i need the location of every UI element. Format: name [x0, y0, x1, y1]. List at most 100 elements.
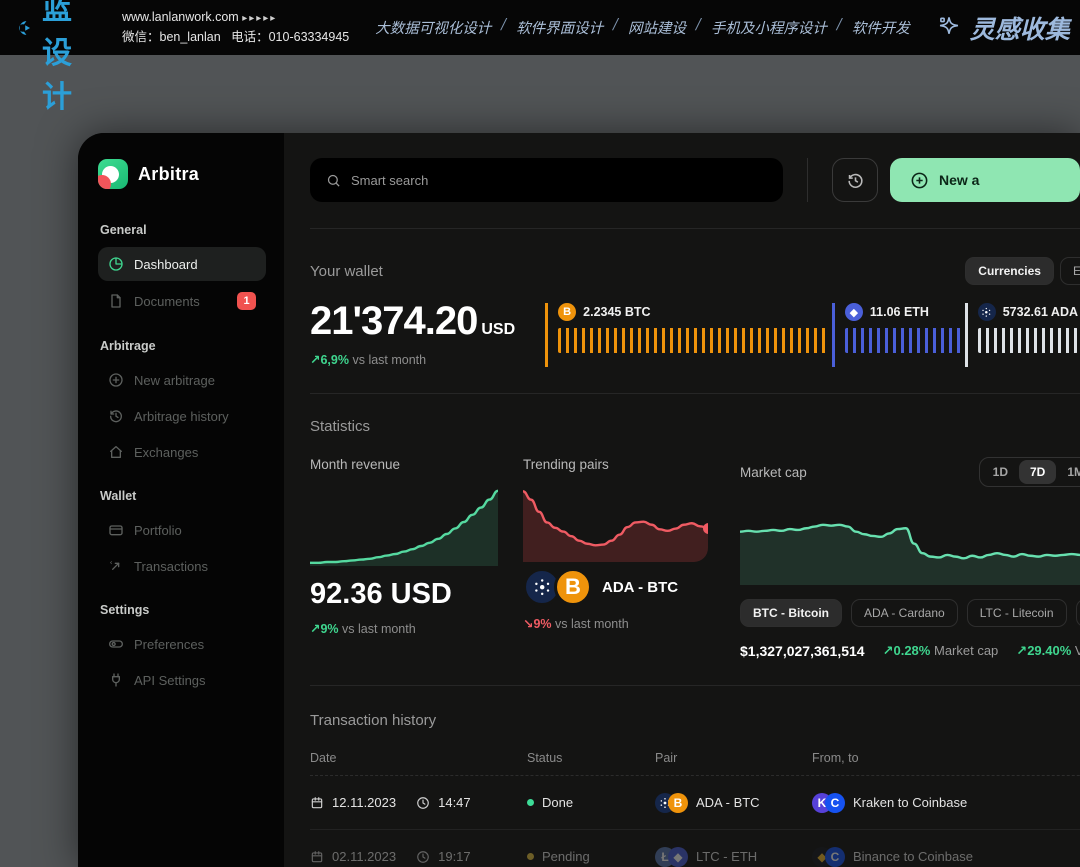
- month-revenue-trend: ↗9% vs last month: [310, 621, 523, 636]
- site-menu-item[interactable]: 网站建设: [628, 17, 686, 38]
- wallet-segment-ada: 5732.61 ADA: [965, 303, 1078, 367]
- lanlan-brand[interactable]: 蓝蓝设计: [18, 0, 96, 116]
- transactions-table: DateStatusPairFrom, to 12.11.202314:47 D…: [310, 751, 1080, 867]
- sidebar-item-label: New arbitrage: [134, 373, 215, 388]
- sidebar-item-dashboard[interactable]: Dashboard: [98, 247, 266, 281]
- column-header-pair: Pair: [655, 751, 812, 765]
- btc-coin-icon: B: [554, 568, 592, 606]
- btc-coin-icon: B: [558, 303, 576, 321]
- market-pill-eth[interactable]: ETH - Ethereu: [1076, 599, 1080, 627]
- sidebar-item-arbitrage-history[interactable]: Arbitrage history: [98, 399, 266, 433]
- plug-icon: [108, 672, 124, 688]
- range-button-7d[interactable]: 7D: [1019, 460, 1056, 484]
- market-cap-trend: ↗0.28% Market cap: [883, 643, 999, 659]
- statistics-section: Statistics Month revenue 92.36 USD ↗9% v…: [310, 418, 1080, 659]
- history-button[interactable]: [832, 158, 878, 202]
- sidebar: Arbitra General Dashboard Documents 1 Arbitr…: [78, 133, 284, 867]
- toggle-icon: [108, 636, 124, 652]
- history-icon: [846, 171, 865, 190]
- sidebar-item-api-settings[interactable]: API Settings: [98, 663, 266, 697]
- range-button-1d[interactable]: 1D: [982, 460, 1019, 484]
- sidebar-item-new-arbitrage[interactable]: New arbitrage: [98, 363, 266, 397]
- site-menu-item[interactable]: 手机及小程序设计: [711, 17, 827, 38]
- site-menu-item[interactable]: 软件开发: [852, 17, 910, 38]
- eth-coin-icon: ◆: [845, 303, 863, 321]
- site-menu: 大数据可视化设计/软件界面设计/网站建设/手机及小程序设计/软件开发: [375, 17, 910, 38]
- wallet-tab-currencies[interactable]: Currencies: [965, 257, 1054, 285]
- cell-date: 12.11.202314:47: [310, 795, 527, 810]
- cell-status: Done: [527, 795, 655, 810]
- column-header-from-to: From, to: [812, 751, 1070, 765]
- market-cap-title: Market cap: [740, 465, 807, 480]
- plus-circle-icon: [108, 372, 124, 388]
- transactions-section: Transaction history DateStatusPairFrom, …: [310, 712, 1080, 867]
- cell-pair: Ł◆LTC - ETH: [655, 847, 812, 867]
- document-icon: [108, 293, 124, 309]
- sidebar-item-label: Preferences: [134, 637, 204, 652]
- market-pill-ltc[interactable]: LTC - Litecoin: [967, 599, 1067, 627]
- wechat: 微信：ben_lanlan: [122, 30, 221, 44]
- wallet-segment-btc: B2.2345 BTC: [545, 303, 830, 367]
- sidebar-section-label: General: [100, 223, 266, 237]
- wallet-row: 21'374.20USD ↗6,9% vs last month B2.2345…: [310, 299, 1080, 367]
- market-pill-ada[interactable]: ADA - Cardano: [851, 599, 958, 627]
- arbitra-logo-icon: [98, 159, 128, 189]
- lanlan-logo-icon: [18, 9, 34, 47]
- segment-amount: 11.06 ETH: [870, 305, 929, 319]
- transaction-row[interactable]: 12.11.202314:47 Done BADA - BTC KCKraken…: [310, 776, 1080, 830]
- market-cap-value: $1,327,027,361,514: [740, 643, 865, 659]
- wallet-icon: [108, 522, 124, 538]
- sidebar-item-documents[interactable]: Documents 1: [98, 283, 266, 319]
- site-menu-item[interactable]: 大数据可视化设计: [375, 17, 491, 38]
- wallet-header: Your wallet CurrenciesE: [310, 257, 1080, 285]
- trending-trend: ↘9% vs last month: [523, 616, 740, 631]
- dashboard-pie-icon: [108, 256, 124, 272]
- wallet-trend: ↗6,9% vs last month: [310, 352, 515, 367]
- cell-amount: 0.0021: [1070, 785, 1080, 820]
- sidebar-item-label: Documents: [134, 294, 200, 309]
- column-header-status: Status: [527, 751, 655, 765]
- wallet-balance-block: 21'374.20USD ↗6,9% vs last month: [310, 299, 515, 367]
- market-cap-pills: BTC - Bitcoin ADA - Cardano LTC - Litecoin…: [740, 599, 1080, 627]
- app-logo-row[interactable]: Arbitra: [98, 159, 266, 189]
- sidebar-item-exchanges[interactable]: Exchanges: [98, 435, 266, 469]
- notification-badge: 1: [237, 292, 256, 310]
- sidebar-item-portfolio[interactable]: Portfolio: [98, 513, 266, 547]
- transaction-row[interactable]: 02.11.202319:17 Pending Ł◆LTC - ETH ◆CBi…: [310, 830, 1080, 867]
- search-input[interactable]: [351, 173, 767, 188]
- status-dot: [527, 853, 534, 860]
- search-box[interactable]: [310, 158, 783, 202]
- wallet-balance: 21'374.20USD: [310, 299, 515, 344]
- trending-pairs-card: Trending pairs B ADA - BTC ↘9% vs last m…: [523, 457, 740, 659]
- topbar-divider: [807, 158, 808, 202]
- sidebar-item-transactions[interactable]: Transactions: [98, 549, 266, 583]
- market-cap-stats: $1,327,027,361,514 ↗0.28% Market cap ↗29…: [740, 643, 1080, 659]
- segment-amount: 5732.61 ADA: [1003, 305, 1078, 319]
- market-cap-chart: [740, 499, 1080, 585]
- trending-pairs-title: Trending pairs: [523, 457, 740, 472]
- history-icon: [108, 408, 124, 424]
- sidebar-item-preferences[interactable]: Preferences: [98, 627, 266, 661]
- sidebar-section-label: Arbitrage: [100, 339, 266, 353]
- new-arbitrage-button[interactable]: New a: [890, 158, 1080, 202]
- segment-bars: [845, 328, 963, 353]
- coinbase-coin-icon: C: [825, 847, 845, 867]
- collect-link[interactable]: 灵感收集: [936, 10, 1070, 46]
- sidebar-item-label: Dashboard: [134, 257, 198, 272]
- menu-separator: /: [696, 17, 701, 38]
- month-revenue-chart: [310, 486, 498, 566]
- range-button-1m[interactable]: 1M: [1056, 460, 1080, 484]
- column-header-date: Date: [310, 751, 527, 765]
- pair-label: ADA - BTC: [602, 579, 678, 596]
- site-url[interactable]: www.lanlanwork.com: [122, 10, 239, 24]
- chart-end-dot: [703, 523, 708, 534]
- statistics-title: Statistics: [310, 418, 1080, 435]
- sidebar-item-label: Transactions: [134, 559, 208, 574]
- wallet-barcode-chart: B2.2345 BTC ◆ 11.06 ETH 5732.61 ADA: [545, 303, 1080, 367]
- market-pill-btc[interactable]: BTC - Bitcoin: [740, 599, 842, 627]
- wallet-tab-e[interactable]: E: [1060, 257, 1080, 285]
- range-selector: 1D7D1M: [979, 457, 1080, 487]
- table-header: DateStatusPairFrom, to: [310, 751, 1080, 776]
- home-icon: [108, 444, 124, 460]
- site-menu-item[interactable]: 软件界面设计: [516, 17, 603, 38]
